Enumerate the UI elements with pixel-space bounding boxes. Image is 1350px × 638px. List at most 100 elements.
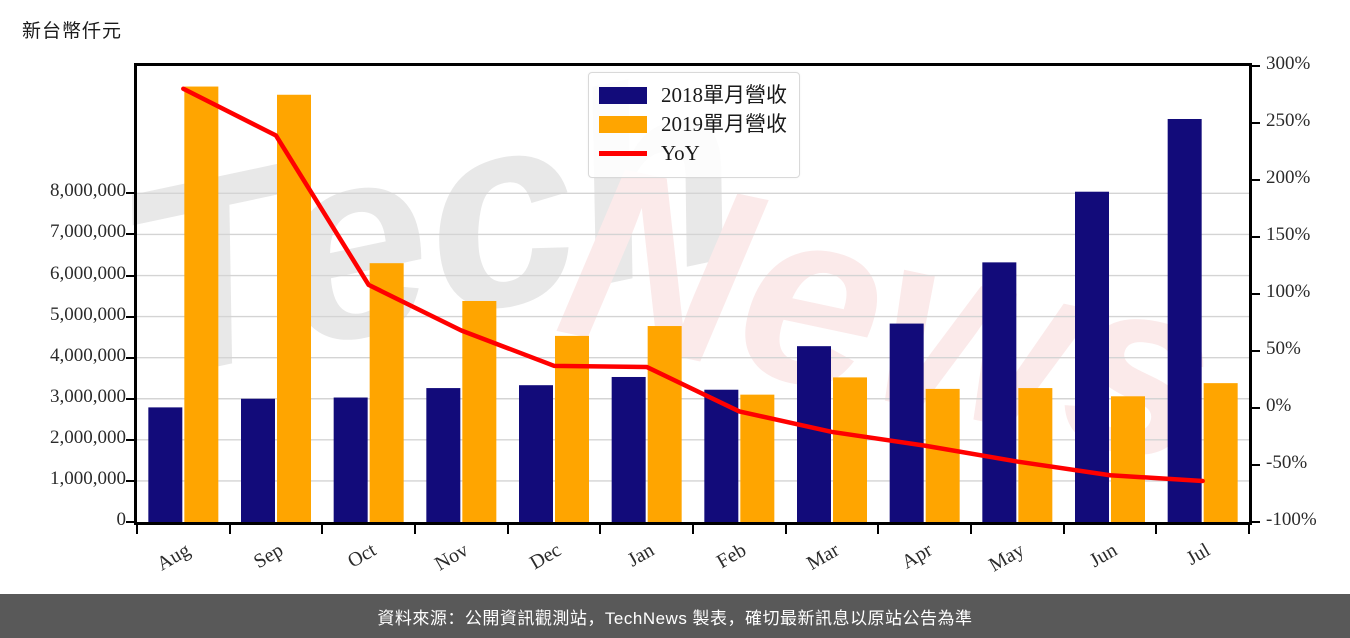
x-axis-month-label: Nov [431, 539, 473, 576]
y-axis-tick [126, 233, 134, 236]
y-axis-tick-label: 2,000,000 [50, 426, 126, 448]
bar-2018 [797, 346, 831, 522]
legend-item: 2018單月營收 [599, 81, 789, 110]
y-axis-tick-label: 6,000,000 [50, 262, 126, 284]
y2-axis-tick-label: -50% [1266, 452, 1308, 473]
yoy-line-layer [181, 86, 1205, 484]
x-axis-tick [506, 525, 509, 534]
y2-axis-tick-label: 100% [1266, 281, 1311, 302]
bar-2018 [333, 397, 368, 522]
bar-2018 [426, 388, 461, 522]
y-axis-tick [126, 521, 134, 523]
legend-label: 2019單月營收 [661, 112, 787, 136]
x-axis-tick [136, 525, 138, 534]
source-footer: 資料來源：公開資訊觀測站，TechNews 製表，確切最新訊息以原站公告為準 [0, 594, 1350, 638]
bar-2019 [1111, 396, 1145, 522]
legend-line-swatch [599, 151, 647, 156]
yoy-line [181, 86, 1205, 484]
x-axis-month-label: Feb [713, 539, 751, 574]
y-axis-tick [126, 274, 134, 277]
y-axis-tick [126, 397, 134, 400]
legend-label: 2018單月營收 [661, 83, 787, 107]
y2-axis-tick [1252, 65, 1260, 67]
legend-color-swatch [599, 87, 647, 104]
x-axis-month-label: Jan [623, 539, 658, 572]
legend-item: 2019單月營收 [599, 110, 789, 139]
x-axis-month-label: Oct [343, 539, 380, 573]
y-axis-tick [126, 479, 134, 482]
bar-2018 [704, 389, 739, 522]
x-axis-month-label: Aug [153, 539, 195, 576]
legend-item: YoY [599, 139, 789, 168]
y2-axis-tick [1252, 236, 1260, 238]
x-axis-tick [321, 525, 324, 534]
bar-2018 [1075, 191, 1109, 522]
y2-axis-tick [1252, 350, 1260, 352]
source-footer-text: 資料來源：公開資訊觀測站，TechNews 製表，確切最新訊息以原站公告為準 [377, 608, 973, 628]
y-axis-tick-label: 8,000,000 [50, 180, 126, 202]
bar-2019 [369, 263, 404, 522]
x-axis-tick [228, 525, 231, 534]
y2-axis-tick-label: 250% [1266, 110, 1311, 131]
bar-2018 [241, 398, 275, 522]
x-axis-tick [599, 525, 602, 534]
y-axis-tick [126, 356, 134, 359]
bar-2019 [647, 326, 682, 522]
x-axis-tick [1062, 525, 1065, 534]
x-axis-month-label: Mar [803, 539, 843, 575]
y-axis-tick-label: 0 [116, 509, 127, 530]
y2-axis-tick [1252, 464, 1260, 466]
y2-axis-tick [1252, 179, 1260, 181]
y2-axis-tick-label: 50% [1266, 338, 1301, 359]
x-axis-tick [414, 525, 416, 534]
bar-2019 [1203, 383, 1238, 522]
bar-2019 [925, 388, 960, 522]
legend-color-swatch [599, 116, 647, 133]
y-axis-tick-label: 3,000,000 [50, 385, 126, 407]
x-axis-tick [877, 525, 880, 534]
legend-label: YoY [661, 141, 700, 165]
x-axis-tick [784, 525, 787, 534]
x-axis-tick [970, 525, 972, 534]
y-axis-tick [126, 438, 134, 441]
bar-2019 [1018, 388, 1053, 522]
y-axis-tick-label: 4,000,000 [50, 344, 126, 366]
x-axis-tick [1155, 525, 1158, 534]
y-axis-tick-label: 1,000,000 [50, 467, 126, 489]
gridlines [137, 192, 1249, 482]
x-axis-month-label: Jun [1085, 539, 1121, 572]
bar-2018 [611, 376, 646, 522]
y2-axis-tick-label: 0% [1266, 395, 1292, 416]
bar-2018 [889, 323, 924, 522]
y-axis-tick [126, 192, 134, 195]
bar-2018 [519, 385, 553, 522]
y2-axis-tick [1252, 521, 1260, 523]
bars-layer [148, 86, 1238, 522]
bar-2019 [833, 377, 867, 522]
y2-axis-tick [1252, 122, 1260, 124]
y2-axis-tick-label: -100% [1266, 509, 1317, 530]
y2-axis-tick [1252, 293, 1260, 295]
bar-2018 [1167, 118, 1202, 522]
y2-axis-tick-label: 200% [1266, 167, 1311, 188]
x-axis-month-label: Sep [250, 539, 287, 574]
bar-2019 [184, 86, 219, 522]
x-axis-tick [1248, 525, 1250, 534]
plot-area [134, 63, 1252, 525]
x-axis-month-label: Jul [1182, 539, 1214, 570]
bar-2018 [148, 407, 183, 522]
y-axis-tick-label: 5,000,000 [50, 303, 126, 325]
bar-2018 [982, 262, 1017, 522]
y2-axis-tick-label: 150% [1266, 224, 1311, 245]
x-axis-tick [692, 525, 694, 534]
plot-inner [137, 66, 1249, 522]
y-axis-tick [126, 315, 134, 318]
y-axis-unit-label: 新台幣仟元 [22, 21, 123, 42]
chart-legend: 2018單月營收 2019單月營收 YoY [588, 72, 800, 178]
x-axis-month-label: May [985, 539, 1029, 577]
x-axis-month-label: Apr [897, 539, 936, 574]
x-axis-month-label: Dec [526, 539, 565, 575]
y-axis-tick-label: 7,000,000 [50, 221, 126, 243]
y2-axis-tick-label: 300% [1266, 53, 1311, 74]
